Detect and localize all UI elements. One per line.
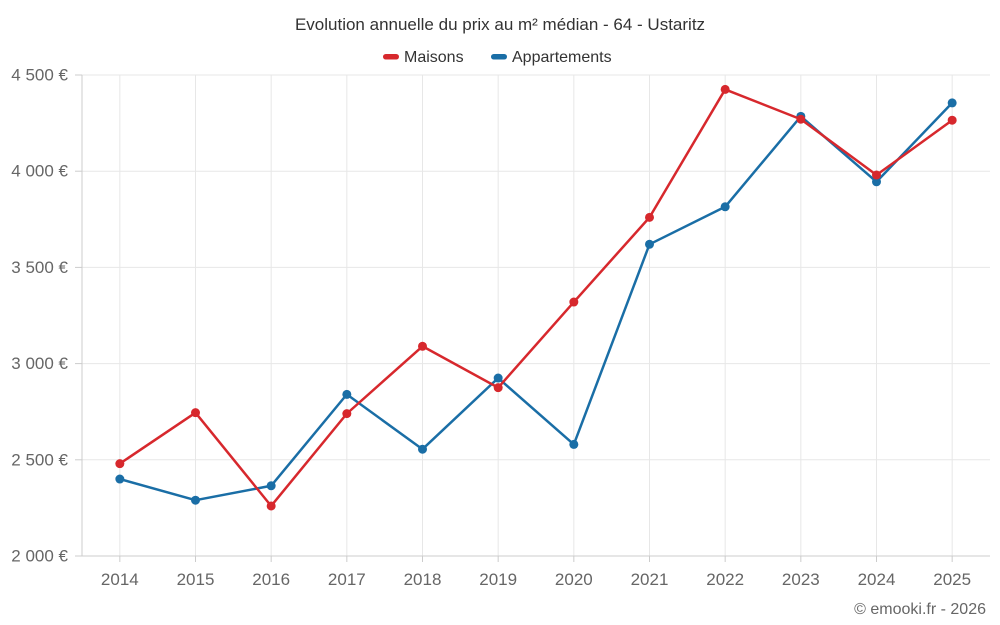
appartements-point-2025[interactable]	[947, 98, 957, 108]
maisons-point-2016[interactable]	[266, 501, 276, 511]
y-axis-label: 2 500 €	[11, 450, 68, 469]
legend-item-appartements[interactable]: Appartements	[491, 49, 612, 66]
y-axis-labels: 2 000 € 2 500 € 3 000 € 3 500 € 4 000 € 4 500…	[11, 66, 68, 566]
x-axis-label: 2016	[252, 570, 290, 589]
appartements-point-2019[interactable]	[493, 373, 503, 383]
legend-label-maisons: Maisons	[404, 49, 464, 66]
y-axis-label: 2 000 €	[11, 547, 68, 566]
y-axis-label: 4 500 €	[11, 66, 68, 85]
gridlines	[82, 74, 990, 557]
maisons-point-2018[interactable]	[418, 341, 427, 351]
x-axis-label: 2014	[101, 570, 139, 589]
appartements-point-2022[interactable]	[720, 202, 730, 212]
appartements-point-2024[interactable]	[872, 177, 881, 187]
legend-label-appartements: Appartements	[512, 49, 612, 66]
maisons-point-2020[interactable]	[569, 297, 579, 307]
x-axis-label: 2017	[328, 570, 366, 589]
maisons-point-2025[interactable]	[947, 115, 957, 125]
y-axis-label: 3 000 €	[11, 354, 68, 373]
chart-title: Evolution annuelle du prix au m² médian …	[295, 15, 705, 34]
maisons-point-2014[interactable]	[115, 459, 125, 469]
maisons-point-2023[interactable]	[796, 114, 806, 124]
x-axis-label: 2023	[782, 570, 820, 589]
y-axis-label: 3 500 €	[11, 258, 68, 277]
appartements-series-swatch-icon	[491, 54, 507, 60]
credit-footer: © emooki.fr - 2026	[854, 601, 986, 618]
maisons-point-2024[interactable]	[872, 170, 881, 180]
x-axis-label: 2025	[933, 570, 971, 589]
maisons-line	[118, 88, 954, 508]
appartements-point-2018[interactable]	[418, 444, 427, 454]
maisons-point-2019[interactable]	[493, 383, 503, 393]
appartements-point-2016[interactable]	[266, 481, 276, 491]
maisons-point-2021[interactable]	[645, 212, 654, 222]
x-axis-label: 2024	[858, 570, 896, 589]
x-axis-label: 2020	[555, 570, 593, 589]
maisons-series-swatch-icon	[383, 54, 399, 60]
appartements-point-2021[interactable]	[645, 239, 654, 249]
appartements-point-2017[interactable]	[342, 389, 352, 399]
appartements-line	[118, 101, 954, 502]
legend: Maisons Appartements	[383, 49, 612, 66]
maisons-point-2017[interactable]	[342, 409, 352, 419]
x-axis-label: 2018	[404, 570, 442, 589]
x-axis-label: 2021	[631, 570, 669, 589]
maisons-point-2015[interactable]	[191, 408, 200, 418]
series-group	[115, 84, 957, 511]
appartements-point-2020[interactable]	[569, 439, 579, 449]
y-axis-label: 4 000 €	[11, 162, 68, 181]
axes	[75, 74, 990, 562]
legend-item-maisons[interactable]: Maisons	[383, 49, 464, 66]
appartements-point-2014[interactable]	[115, 474, 125, 484]
x-axis-label: 2019	[479, 570, 517, 589]
x-axis-label: 2015	[177, 570, 215, 589]
x-axis-label: 2022	[706, 570, 744, 589]
maisons-point-2022[interactable]	[720, 84, 730, 94]
x-axis-labels: 2014 2015 2016 2017 2018 2019 2020 2021 2022 2023…	[101, 570, 971, 589]
appartements-point-2015[interactable]	[191, 495, 200, 505]
